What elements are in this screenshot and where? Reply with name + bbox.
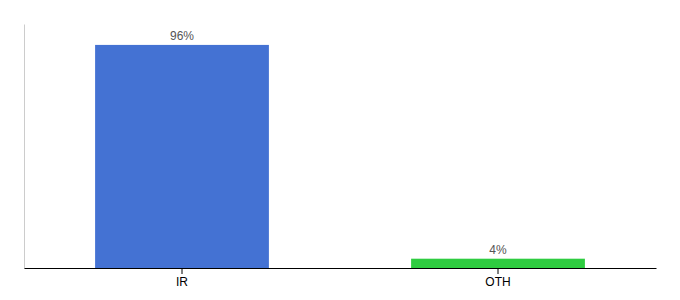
- data-label: 4%: [489, 243, 507, 257]
- y-axis: [24, 25, 25, 269]
- x-tick: OTH: [485, 268, 510, 289]
- x-tick-label: OTH: [485, 275, 510, 289]
- bar: [411, 259, 585, 268]
- x-axis: IR OTH: [25, 268, 657, 289]
- x-tick: IR: [176, 268, 188, 289]
- data-label: 96%: [170, 29, 194, 43]
- plot: IR OTH 96% 4%: [25, 25, 657, 289]
- x-tick-mark: [498, 268, 499, 274]
- data-labels: 96% 4%: [170, 29, 507, 257]
- x-tick-mark: [182, 268, 183, 274]
- bar: [95, 45, 269, 268]
- y-axis-line: [24, 25, 25, 269]
- chart: IR OTH 96% 4%: [0, 0, 680, 300]
- bars: [95, 45, 585, 268]
- x-axis-line: [25, 268, 657, 269]
- x-tick-label: IR: [176, 275, 188, 289]
